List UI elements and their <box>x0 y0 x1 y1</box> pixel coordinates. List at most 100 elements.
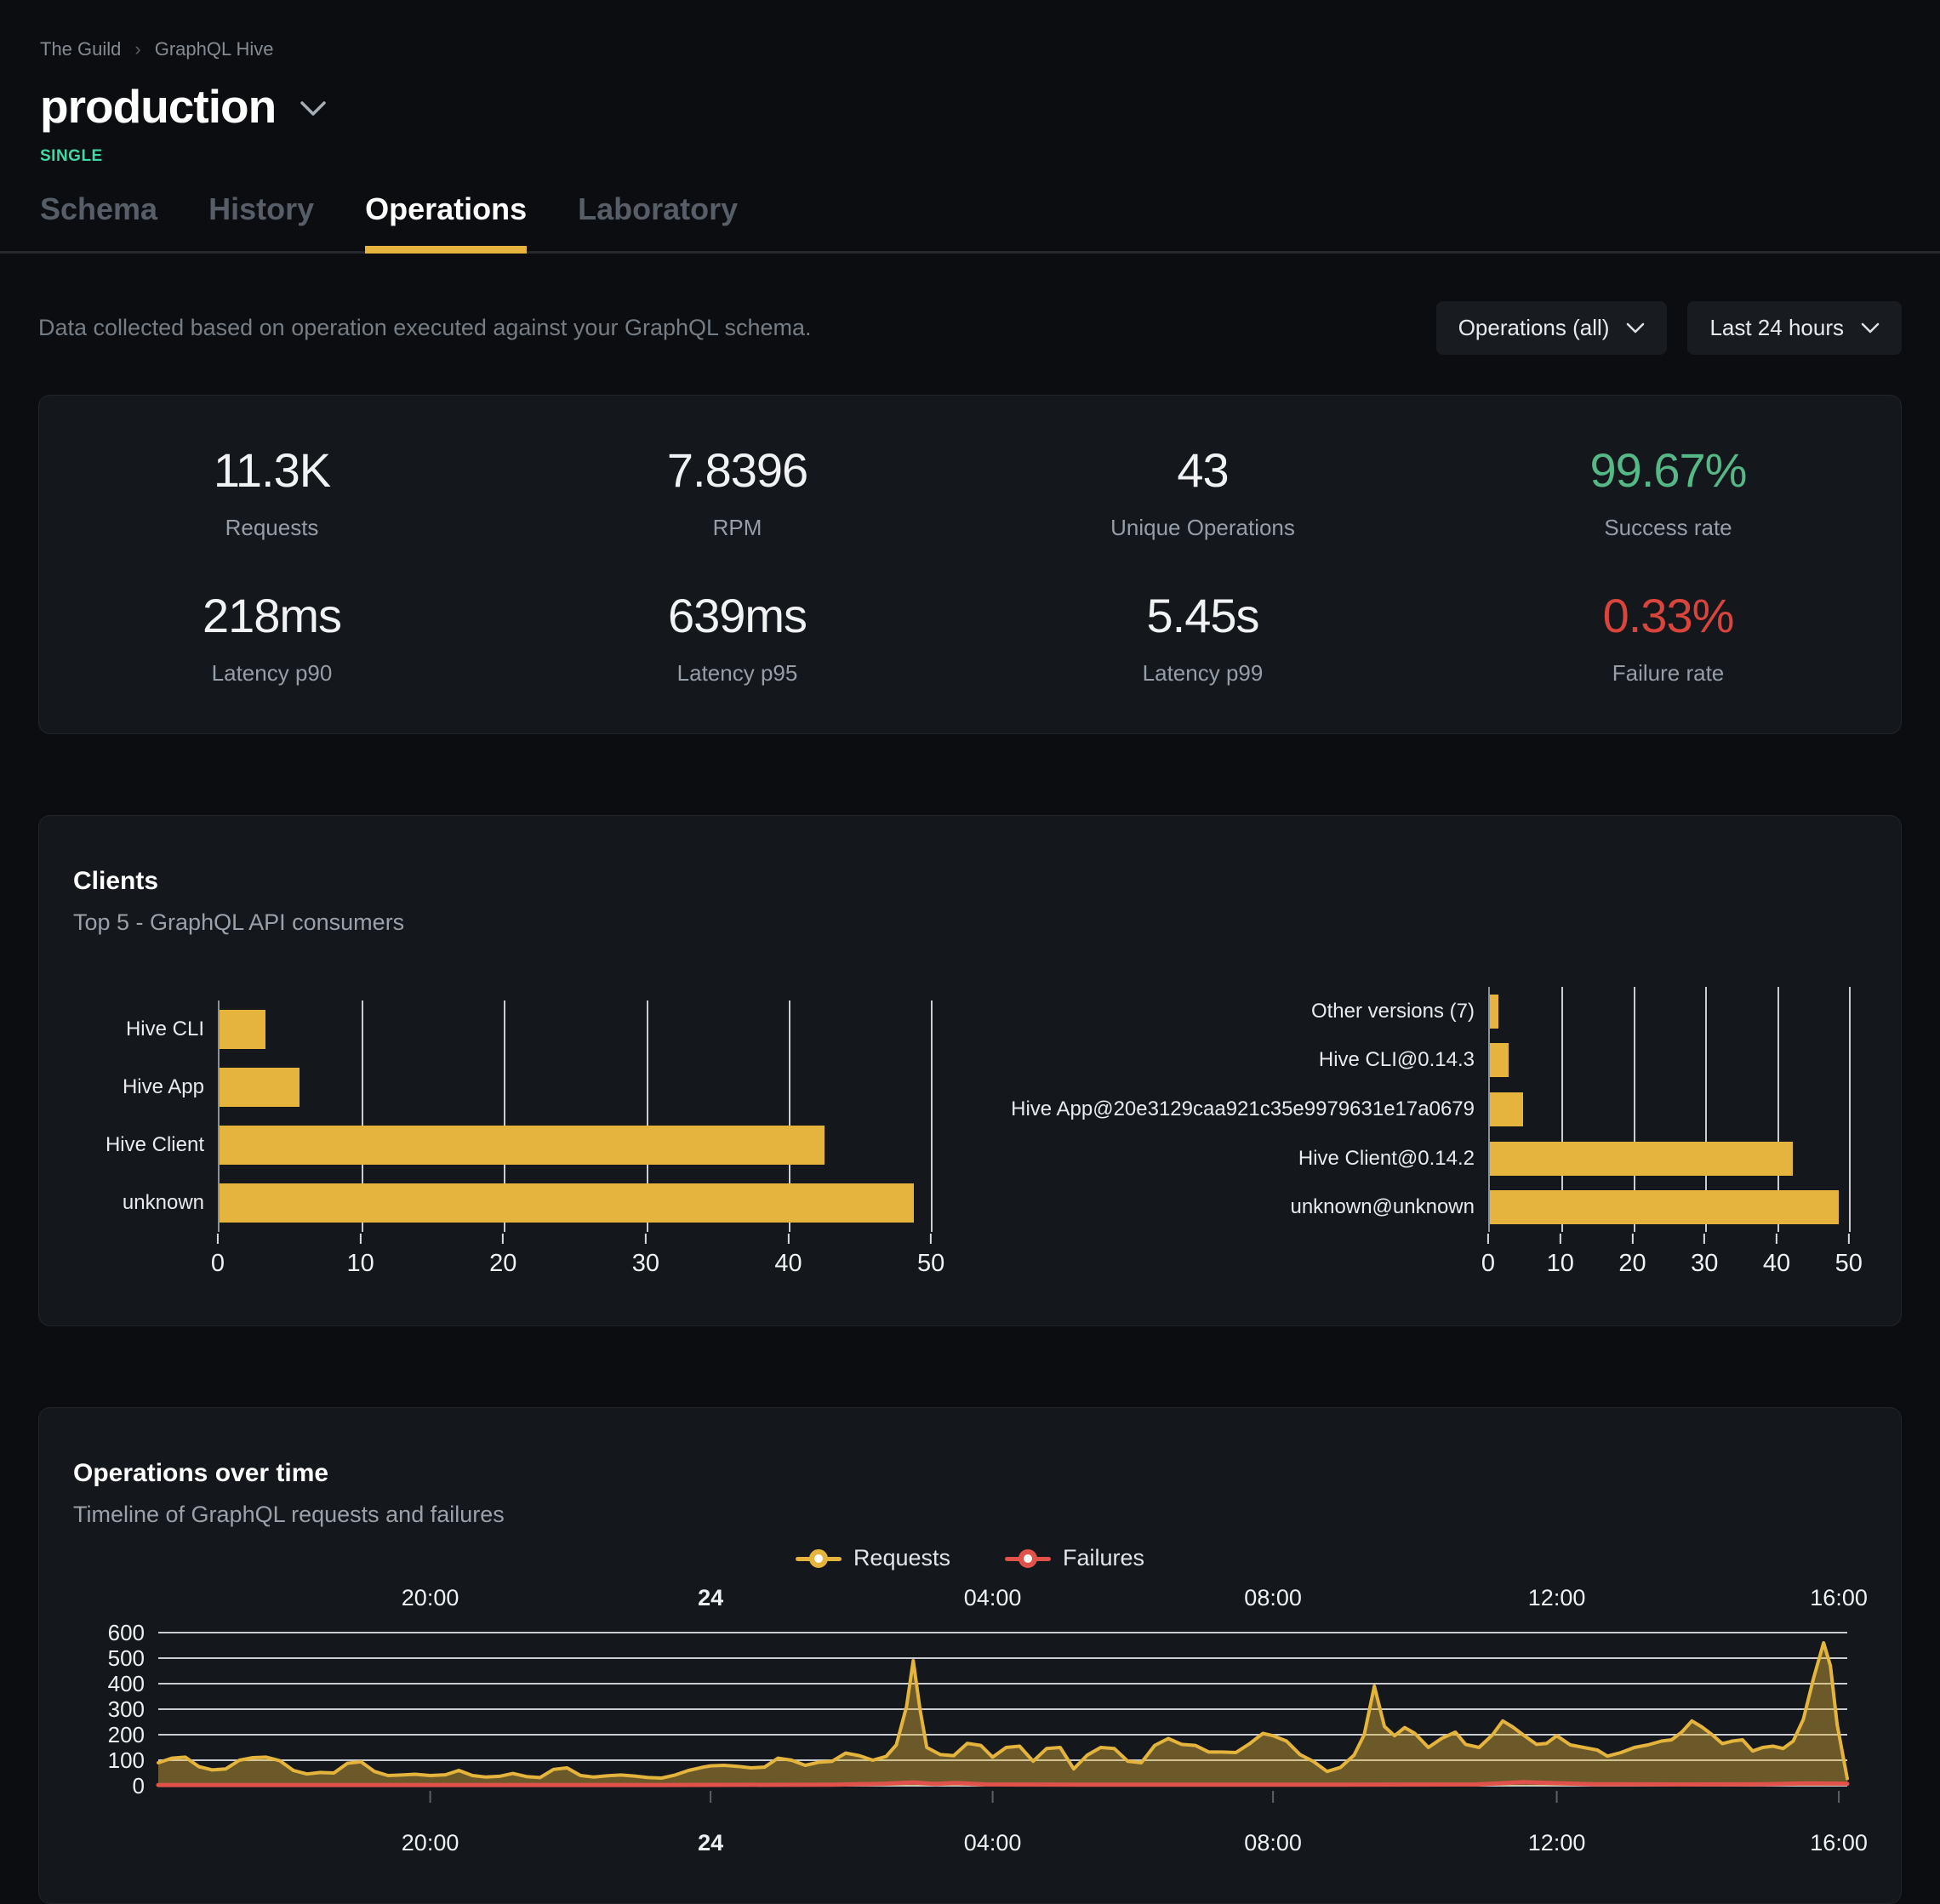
bar-axis-ticks: 0 10 20 30 40 50 <box>1481 1232 1867 1281</box>
operations-over-time-subtitle: Timeline of GraphQL requests and failure… <box>73 1502 505 1527</box>
x-axis-tick: 20 <box>489 1234 516 1278</box>
bar-plot <box>218 1000 967 1232</box>
bar-category-label: Hive Client <box>105 1133 204 1156</box>
stat-label: Failure rate <box>1612 660 1725 686</box>
period-filter-dropdown[interactable]: Last 24 hours <box>1687 301 1902 355</box>
bar-labels: Hive CLI Hive App Hive Client unknown <box>73 1000 218 1232</box>
operations-filter-dropdown[interactable]: Operations (all) <box>1435 301 1668 355</box>
svg-text:100: 100 <box>108 1747 145 1773</box>
stat-label: RPM <box>712 515 762 540</box>
stat-label: Latency p95 <box>676 660 798 686</box>
bar-category-label: Hive CLI@0.14.3 <box>1318 1048 1475 1072</box>
legend-item-requests[interactable]: Requests <box>795 1545 951 1571</box>
gridline <box>931 1000 933 1232</box>
controls-row: Data collected based on operation execut… <box>38 301 1902 355</box>
stat-label: Requests <box>225 515 319 540</box>
bar-category-label: Hive CLI <box>125 1018 204 1040</box>
period-filter-label: Last 24 hours <box>1709 315 1844 340</box>
bar-row <box>220 1174 967 1232</box>
bar-labels: Other versions (7) Hive CLI@0.14.3 Hive Ap… <box>1007 987 1488 1232</box>
breadcrumb-item-project[interactable]: GraphQL Hive <box>154 38 274 60</box>
bar <box>1490 1043 1509 1078</box>
filters: Operations (all) Last 24 hours <box>1435 301 1902 355</box>
x-axis-tick: 40 <box>1763 1234 1790 1278</box>
operations-over-time-card: Operations over time Timeline of GraphQL… <box>38 1407 1902 1904</box>
svg-text:20:00: 20:00 <box>402 1585 459 1610</box>
stat-label: Latency p99 <box>1142 660 1264 686</box>
bar <box>1490 1141 1794 1176</box>
failures-series-marker-icon <box>1005 1548 1052 1569</box>
x-axis-tick: 50 <box>917 1234 944 1278</box>
project-title: production <box>40 80 277 133</box>
gridline <box>788 1000 790 1232</box>
bar-axis-ticks: 0 10 20 30 40 50 <box>211 1232 967 1281</box>
svg-text:16:00: 16:00 <box>1810 1830 1868 1856</box>
chart-legend: Requests Failures <box>73 1545 1867 1571</box>
requests-series-marker-icon <box>795 1548 842 1569</box>
stat-value: 5.45s <box>1146 589 1260 642</box>
svg-text:24: 24 <box>698 1830 723 1856</box>
bar <box>1490 994 1499 1029</box>
stat-latency-p99: 5.45s Latency p99 <box>970 588 1435 687</box>
svg-text:08:00: 08:00 <box>1244 1585 1302 1610</box>
bar <box>220 1010 265 1049</box>
bar <box>220 1126 824 1165</box>
legend-label: Requests <box>853 1545 951 1571</box>
stat-value: 99.67% <box>1589 443 1748 497</box>
bar-category-label: Other versions (7) <box>1310 999 1475 1023</box>
gridline <box>1705 987 1708 1232</box>
gridline <box>504 1000 506 1232</box>
svg-text:0: 0 <box>133 1773 145 1799</box>
bar-row <box>220 1058 967 1116</box>
tab-schema[interactable]: Schema <box>40 191 158 226</box>
tab-history[interactable]: History <box>208 191 315 226</box>
bar <box>1490 1092 1523 1126</box>
client-version-chart[interactable]: Other versions (7) Hive CLI@0.14.3 Hive Ap… <box>1007 987 1867 1281</box>
stat-value: 11.3K <box>213 443 331 497</box>
stat-rpm: 7.8396 RPM <box>505 442 970 541</box>
clients-card: Clients Top 5 - GraphQL API consumers Hi… <box>38 815 1902 1326</box>
target-selector-chevron-down-icon[interactable] <box>300 100 327 122</box>
svg-text:400: 400 <box>108 1671 145 1696</box>
client-usage-chart[interactable]: Hive CLI Hive App Hive Client unknown 0 10 20… <box>73 1000 967 1281</box>
svg-text:200: 200 <box>108 1722 145 1747</box>
bar-category-label: Hive App <box>122 1075 204 1098</box>
gridline <box>1848 987 1851 1232</box>
stat-success-rate: 99.67% Success rate <box>1435 442 1901 541</box>
x-axis-tick: 0 <box>1481 1234 1495 1278</box>
gridline <box>1633 987 1635 1232</box>
stats-panel: 11.3K Requests 7.8396 RPM 43 Unique Oper… <box>38 395 1902 734</box>
stat-value: 218ms <box>202 589 342 642</box>
operations-over-time-title: Operations over time <box>73 1459 329 1487</box>
legend-item-failures[interactable]: Failures <box>1005 1545 1144 1571</box>
breadcrumb: The Guild › GraphQL Hive <box>40 38 1900 60</box>
chevron-down-icon <box>1861 322 1880 333</box>
bar-category-label: unknown@unknown <box>1290 1195 1475 1219</box>
bar-row <box>1490 1036 1867 1086</box>
x-axis-tick: 10 <box>1547 1234 1574 1278</box>
tab-operations[interactable]: Operations <box>365 191 528 254</box>
clients-subtitle: Top 5 - GraphQL API consumers <box>73 909 405 935</box>
bar-category-label: Hive App@20e3129caa921c35e9979631e17a067… <box>1011 1097 1475 1120</box>
bar-row <box>220 1000 967 1058</box>
gridline <box>1561 987 1564 1232</box>
stat-value: 43 <box>1177 443 1229 497</box>
svg-text:300: 300 <box>108 1696 145 1722</box>
x-axis-tick: 20 <box>1618 1234 1646 1278</box>
x-axis-tick: 0 <box>211 1234 225 1278</box>
tabs-bar: Schema History Operations Laboratory <box>0 191 1940 254</box>
main-content: Data collected based on operation execut… <box>0 301 1940 1904</box>
bar-row <box>1490 987 1867 1036</box>
chevron-right-icon: › <box>134 38 141 60</box>
bar <box>220 1068 300 1107</box>
tab-laboratory[interactable]: Laboratory <box>578 191 739 226</box>
breadcrumb-item-org[interactable]: The Guild <box>40 38 122 60</box>
bar-row <box>1490 1183 1867 1232</box>
stat-label: Success rate <box>1604 515 1732 540</box>
stat-latency-p95: 639ms Latency p95 <box>505 588 970 687</box>
svg-text:24: 24 <box>698 1585 723 1610</box>
bar-category-label: unknown <box>122 1191 204 1214</box>
stat-label: Latency p90 <box>211 660 333 686</box>
